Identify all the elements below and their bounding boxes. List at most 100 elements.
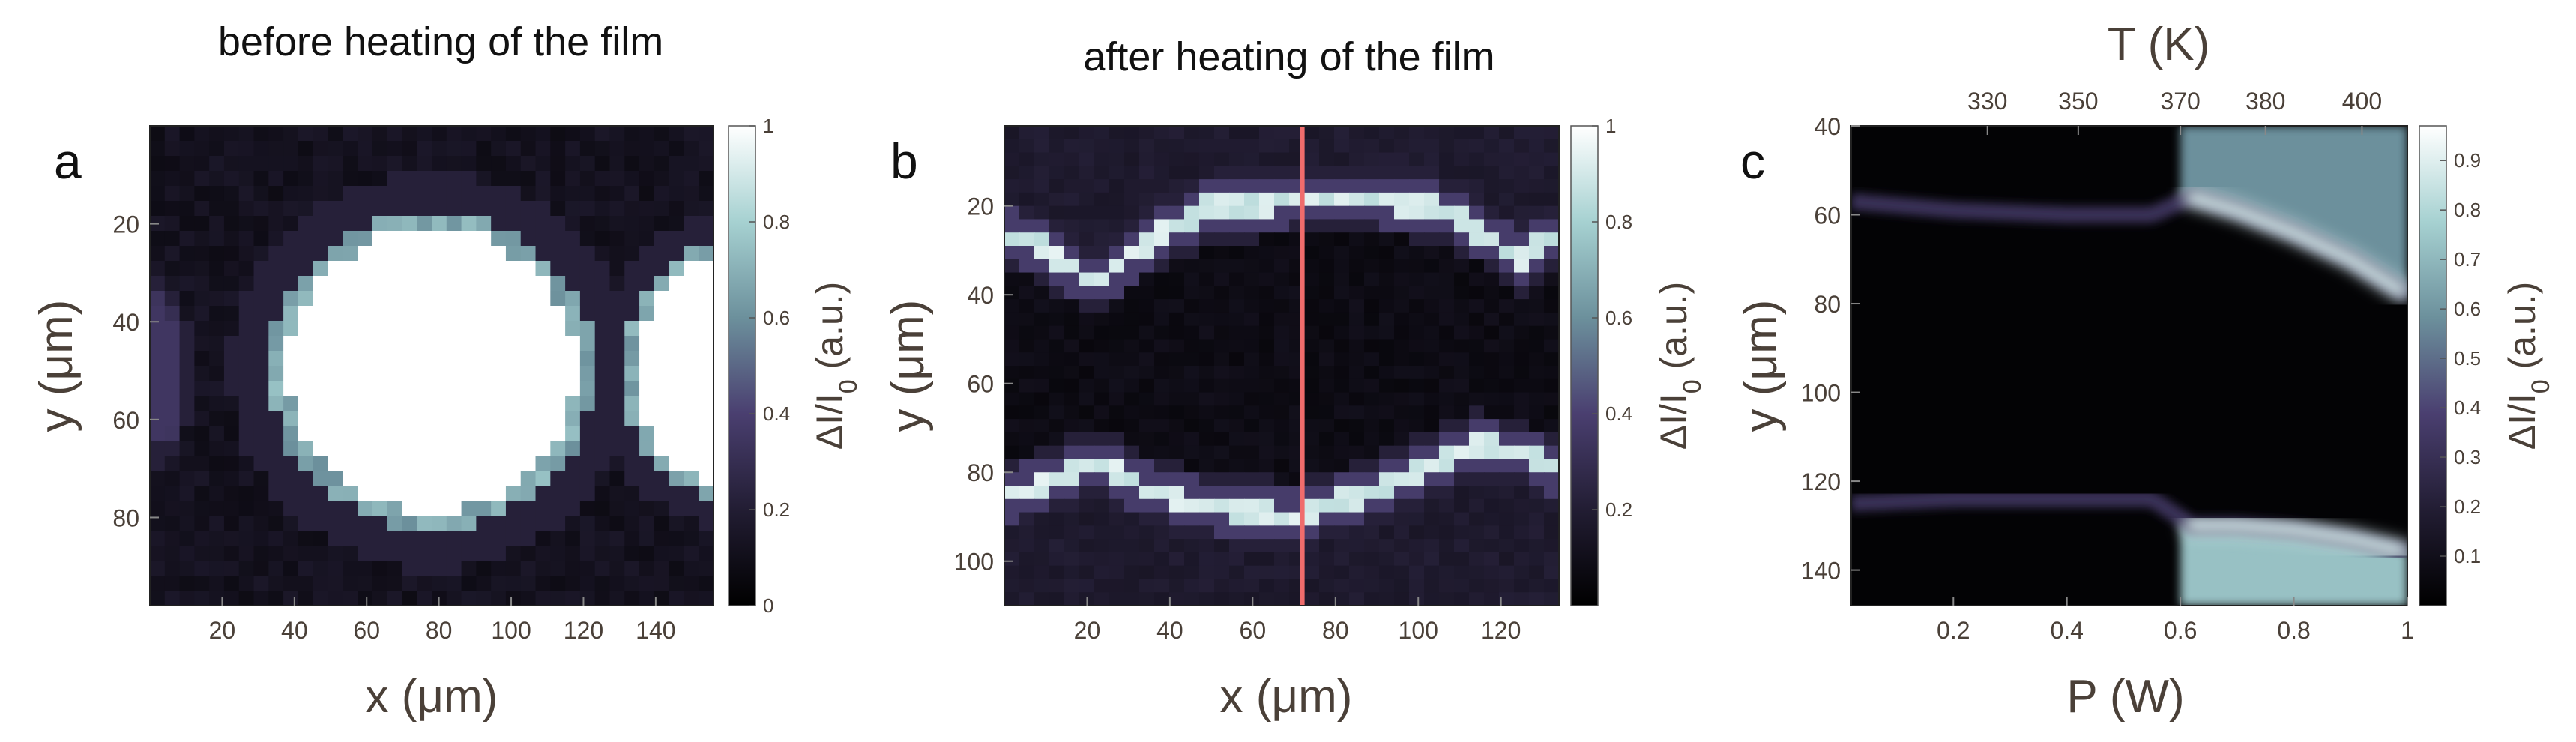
heatmap-cell	[1514, 486, 1530, 500]
heatmap-cell	[298, 126, 314, 142]
heatmap-cell	[1484, 432, 1500, 447]
heatmap-cell	[624, 456, 640, 471]
colorbar-tick-label: 0.4	[763, 402, 790, 425]
heatmap-cell	[1229, 405, 1245, 420]
heatmap-cell	[699, 351, 714, 367]
heatmap-cell	[358, 591, 373, 606]
heatmap-cell	[684, 516, 699, 531]
x-tick-label: 40	[281, 617, 308, 644]
heatmap-cell	[639, 441, 655, 456]
panel-a-label: a	[54, 133, 82, 189]
heatmap-cell	[1379, 392, 1395, 406]
heatmap-cell	[358, 336, 373, 352]
heatmap-cell	[1229, 352, 1245, 367]
x-tick-label: 0.8	[2277, 617, 2310, 644]
heatmap-cell	[343, 396, 358, 411]
heatmap-cell	[654, 321, 670, 337]
heatmap-cell	[1049, 205, 1065, 220]
heatmap-cell	[372, 381, 388, 396]
heatmap-cell	[1064, 139, 1080, 154]
heatmap-cell	[1349, 539, 1365, 553]
heatmap-cell	[1274, 126, 1290, 140]
heatmap-cell	[1184, 432, 1200, 447]
heatmap-cell	[684, 546, 699, 561]
heatmap-cell	[1139, 486, 1155, 500]
heatmap-cell	[1334, 219, 1350, 233]
heatmap-cell	[1499, 192, 1515, 207]
heatmap-cell	[1169, 219, 1185, 233]
heatmap-cell	[194, 501, 210, 516]
y-tick-label: 80	[967, 459, 994, 486]
heatmap-cell	[1229, 205, 1245, 220]
heatmap-cell	[1184, 592, 1200, 606]
heatmap-cell	[283, 456, 299, 471]
heatmap-cell	[1469, 126, 1485, 140]
heatmap-cell	[1094, 126, 1110, 140]
heatmap-cell	[535, 546, 551, 561]
heatmap-cell	[238, 156, 255, 172]
heatmap-cell	[1034, 366, 1050, 380]
heatmap-cell	[1394, 512, 1410, 526]
heatmap-cell	[268, 426, 284, 441]
heatmap-cell	[1319, 179, 1335, 193]
heatmap-cell	[669, 381, 685, 396]
heatmap-cell	[1334, 579, 1350, 593]
heatmap-cell	[417, 411, 432, 426]
heatmap-cell	[1214, 259, 1230, 274]
heatmap-cell	[654, 216, 670, 232]
heatmap-cell	[594, 486, 611, 501]
x-tick-label: 40	[1156, 617, 1183, 644]
heatmap-cell	[520, 246, 537, 262]
heatmap-cell	[1214, 219, 1230, 233]
heatmap-cell	[1364, 205, 1380, 220]
heatmap-cell	[238, 246, 255, 262]
heatmap-cell	[1454, 392, 1470, 406]
heatmap-cell	[1184, 205, 1200, 220]
heatmap-cell	[1514, 179, 1530, 193]
heatmap-cell	[461, 381, 477, 396]
heatmap-cell	[1484, 192, 1500, 207]
heatmap-cell	[1064, 445, 1080, 460]
heatmap-cell	[1334, 259, 1350, 274]
heatmap-cell	[1469, 486, 1485, 500]
heatmap-cell	[1169, 139, 1185, 154]
heatmap-cell	[550, 231, 566, 247]
heatmap-cell	[432, 426, 447, 441]
heatmap-cell	[1499, 219, 1515, 233]
heatmap-cell	[1364, 405, 1380, 420]
heatmap-cell	[1259, 539, 1275, 553]
heatmap-cell	[387, 156, 403, 172]
heatmap-cell	[476, 426, 492, 441]
heatmap-cell	[520, 336, 537, 352]
lower-edge-bright	[2180, 513, 2407, 561]
heatmap-cell	[150, 291, 166, 307]
heatmap-cell	[565, 216, 581, 232]
heatmap-cell	[1484, 259, 1500, 274]
heatmap-cell	[446, 261, 462, 277]
heatmap-cell	[1454, 139, 1470, 154]
heatmap-cell	[1529, 272, 1545, 286]
heatmap-cell	[1214, 126, 1230, 140]
heatmap-cell	[1244, 539, 1260, 553]
heatmap-cell	[1514, 339, 1530, 353]
heatmap-cell	[194, 291, 210, 307]
heatmap-cell	[1274, 352, 1290, 367]
heatmap-cell	[1379, 272, 1395, 286]
heatmap-cell	[1364, 259, 1380, 274]
heatmap-cell	[1184, 272, 1200, 286]
heatmap-cell	[684, 306, 699, 322]
heatmap-cell	[1214, 472, 1230, 486]
heatmap-cell	[654, 261, 670, 277]
heatmap-cell	[223, 396, 240, 411]
heatmap-cell	[1364, 126, 1380, 140]
heatmap-cell	[1319, 525, 1335, 540]
heatmap-cell	[343, 366, 358, 381]
heatmap-cell	[268, 366, 284, 381]
heatmap-cell	[1049, 166, 1065, 180]
heatmap-cell	[699, 366, 714, 381]
heatmap-cell	[372, 531, 388, 546]
heatmap-cell	[1154, 432, 1170, 447]
heatmap-cell	[1334, 445, 1350, 460]
heatmap-cell	[639, 351, 655, 367]
heatmap-cell	[343, 321, 358, 337]
